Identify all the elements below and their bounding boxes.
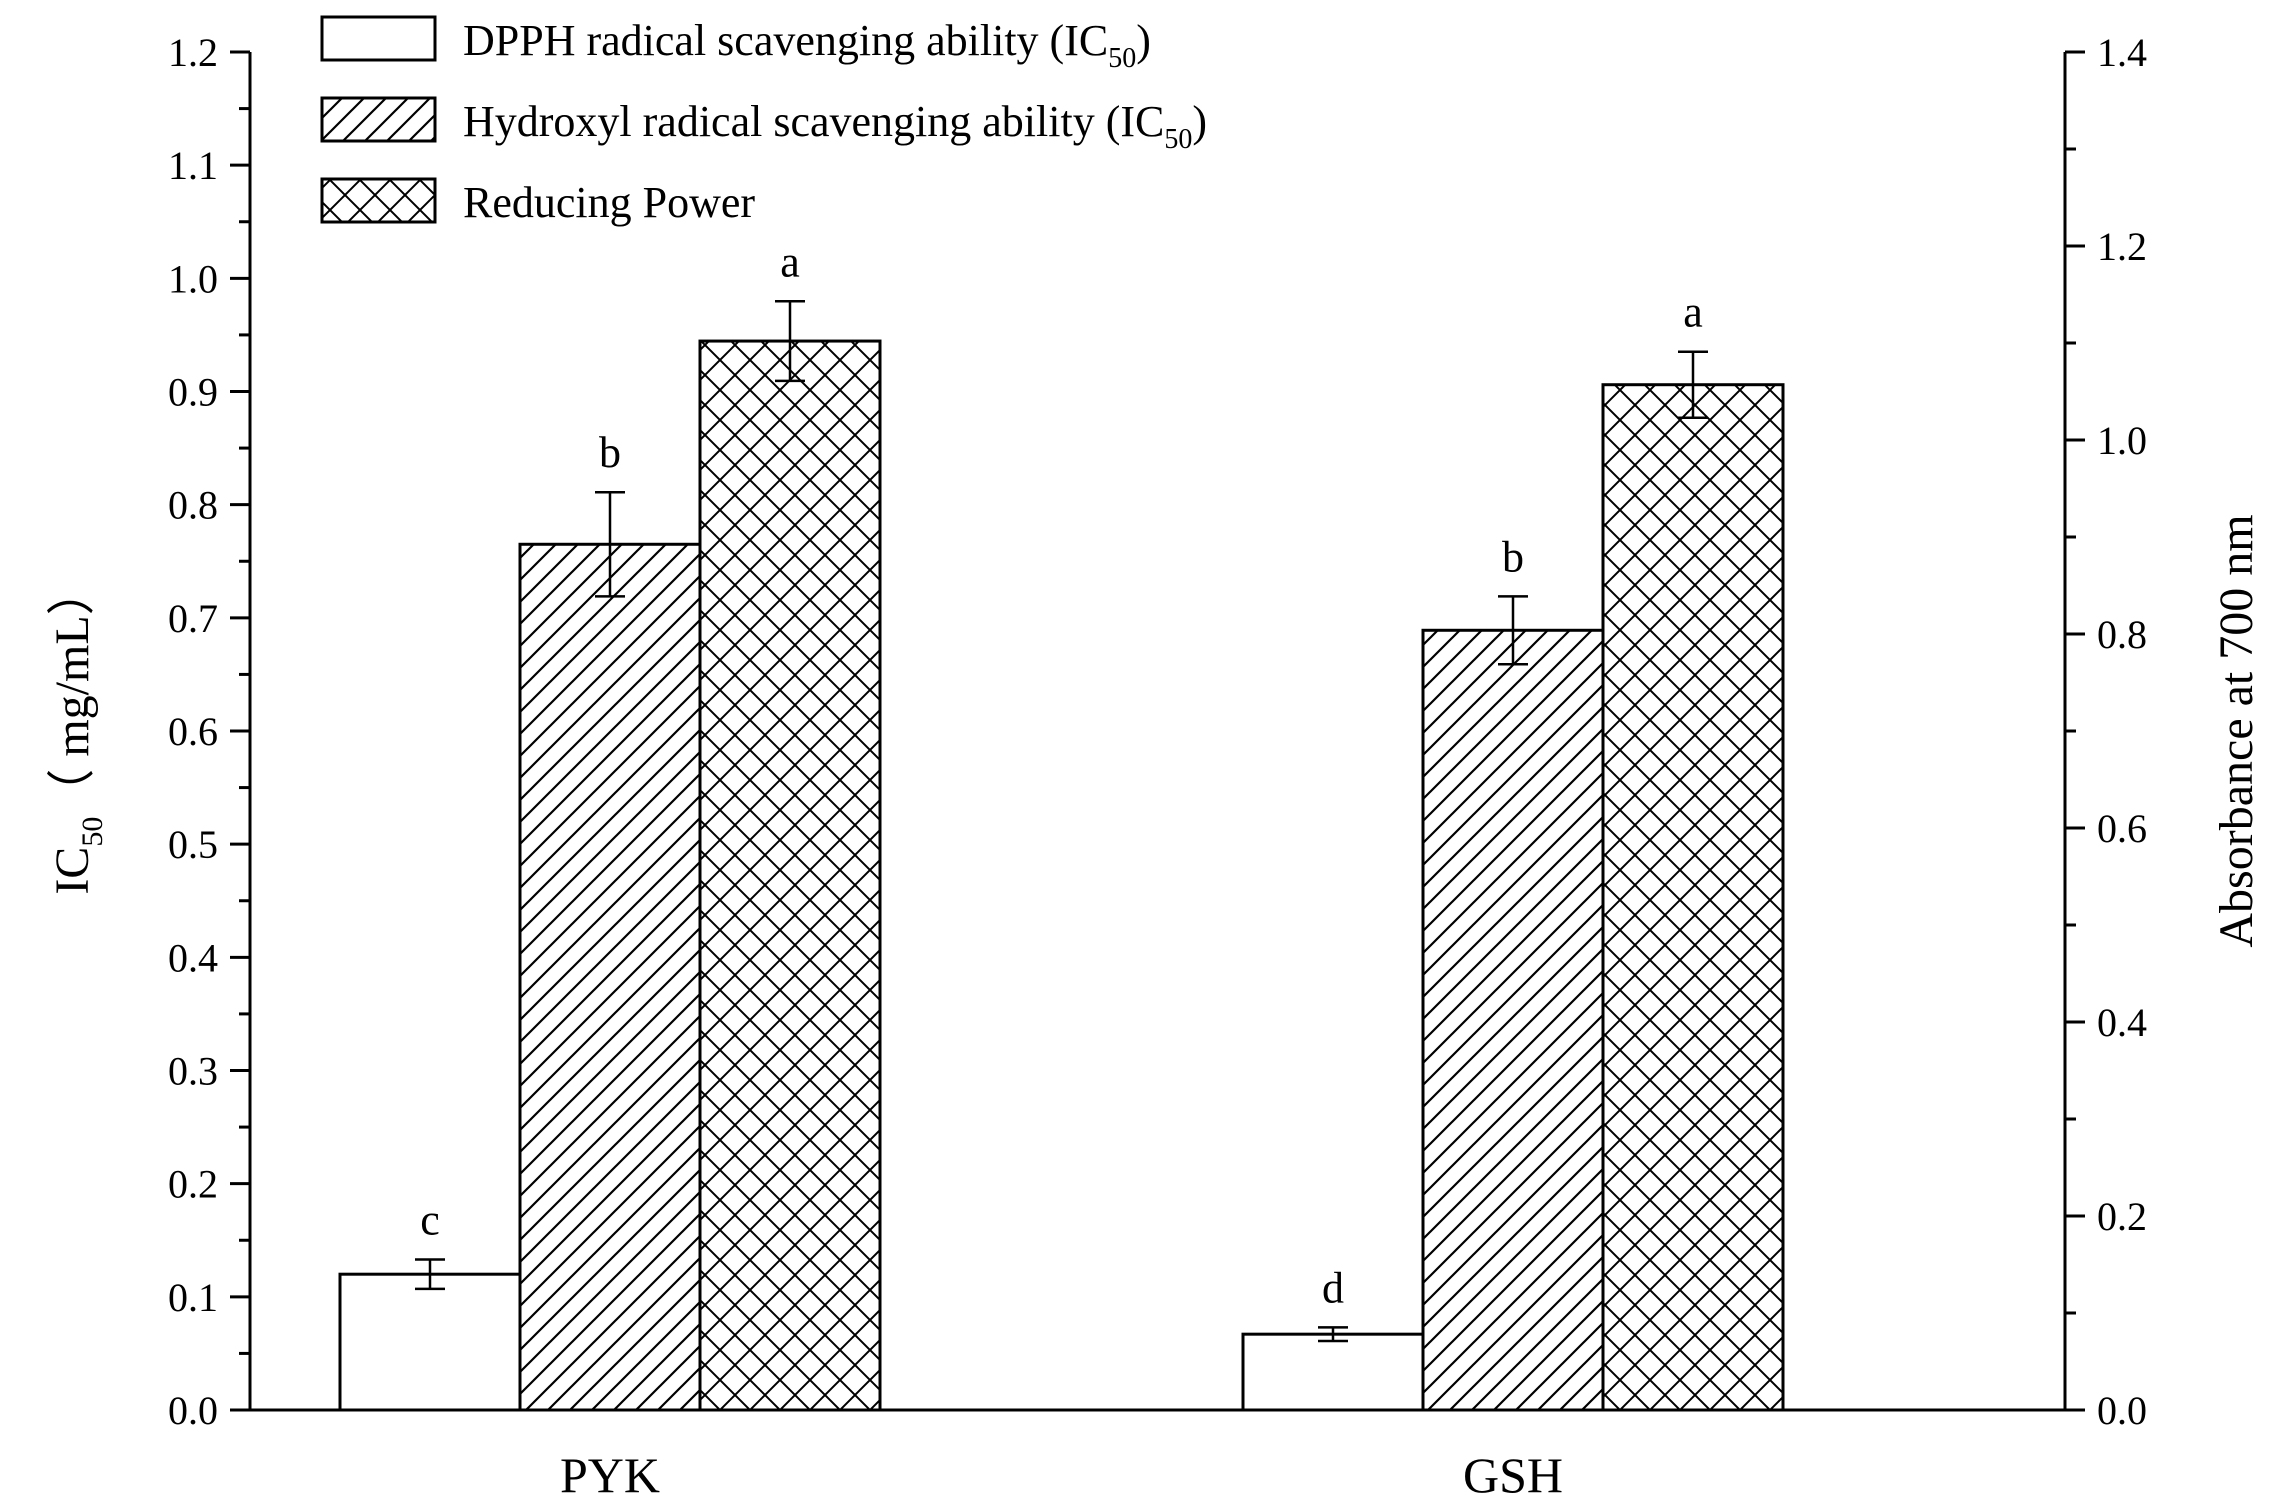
significance-letter: a xyxy=(780,237,800,286)
right-tick-label: 1.2 xyxy=(2097,224,2147,269)
bar xyxy=(518,542,702,1412)
right-tick-label: 0.6 xyxy=(2097,806,2147,851)
legend-label-main: DPPH radical scavenging ability (IC xyxy=(463,16,1108,65)
significance-letter: c xyxy=(420,1195,440,1244)
bar xyxy=(338,1272,522,1412)
legend-swatch xyxy=(320,15,437,62)
left-tick-label: 1.1 xyxy=(168,143,218,188)
left-tick-label: 0.5 xyxy=(168,822,218,867)
significance-letter: d xyxy=(1322,1263,1344,1312)
left-tick-label: 0.3 xyxy=(168,1049,218,1094)
right-tick-label: 0.4 xyxy=(2097,1000,2147,1045)
right-tick-label: 1.4 xyxy=(2097,30,2147,75)
right-tick-label: 1.0 xyxy=(2097,418,2147,463)
right-tick-label: 0.0 xyxy=(2097,1388,2147,1433)
legend-label-sub: 50 xyxy=(1164,124,1192,155)
legend-swatch xyxy=(320,96,437,143)
left-tick-label: 0.9 xyxy=(168,370,218,415)
left-axis-title: IC50（ mg/mL） xyxy=(46,567,109,894)
left-tick-label: 0.4 xyxy=(168,935,218,980)
right-axis-title: Absorbance at 700 nm xyxy=(2210,514,2263,947)
legend-label-end: ) xyxy=(1136,16,1151,65)
legend-label-end: ) xyxy=(1192,97,1207,146)
left-tick-label: 0.8 xyxy=(168,483,218,528)
legend-label-sub: 50 xyxy=(1108,43,1136,74)
left-axis-title-end: （ mg/mL） xyxy=(46,567,99,816)
category-label: GSH xyxy=(1463,1447,1563,1500)
bar xyxy=(1421,628,1605,1412)
right-tick-label: 0.8 xyxy=(2097,612,2147,657)
left-tick-label: 0.6 xyxy=(168,709,218,754)
axes: 0.0 0.1 0.2 0.3 0.4 0.5 0.6 0.7 0.8 0.9 1.0 1.1 1.2 0… xyxy=(46,30,2263,1500)
significance-letter: b xyxy=(1502,532,1524,581)
left-tick-label: 0.0 xyxy=(168,1388,218,1433)
bars: c d b b a a xyxy=(338,237,1785,1412)
legend-label: Hydroxyl radical scavenging ability (IC5… xyxy=(463,97,1207,155)
right-tick-label: 0.2 xyxy=(2097,1194,2147,1239)
legend-label-main: Hydroxyl radical scavenging ability (IC xyxy=(463,97,1164,146)
left-tick-label: 1.2 xyxy=(168,30,218,75)
bar xyxy=(1241,1332,1425,1412)
significance-letter: b xyxy=(599,428,621,477)
legend: DPPH radical scavenging ability (IC50)Hy… xyxy=(320,15,1207,227)
left-tick-label: 0.2 xyxy=(168,1162,218,1207)
left-tick-label: 0.7 xyxy=(168,596,218,641)
category-label: PYK xyxy=(560,1447,660,1500)
legend-swatch xyxy=(320,177,437,224)
significance-letter: a xyxy=(1683,288,1703,337)
bar xyxy=(1601,383,1785,1412)
left-axis-title-main: IC xyxy=(46,847,99,895)
legend-label-main: Reducing Power xyxy=(463,178,755,227)
bar xyxy=(698,339,882,1412)
left-tick-label: 1.0 xyxy=(168,256,218,301)
legend-label: Reducing Power xyxy=(463,178,755,227)
left-axis-title-sub: 50 xyxy=(76,817,109,847)
legend-label: DPPH radical scavenging ability (IC50) xyxy=(463,16,1151,74)
left-tick-label: 0.1 xyxy=(168,1275,218,1320)
